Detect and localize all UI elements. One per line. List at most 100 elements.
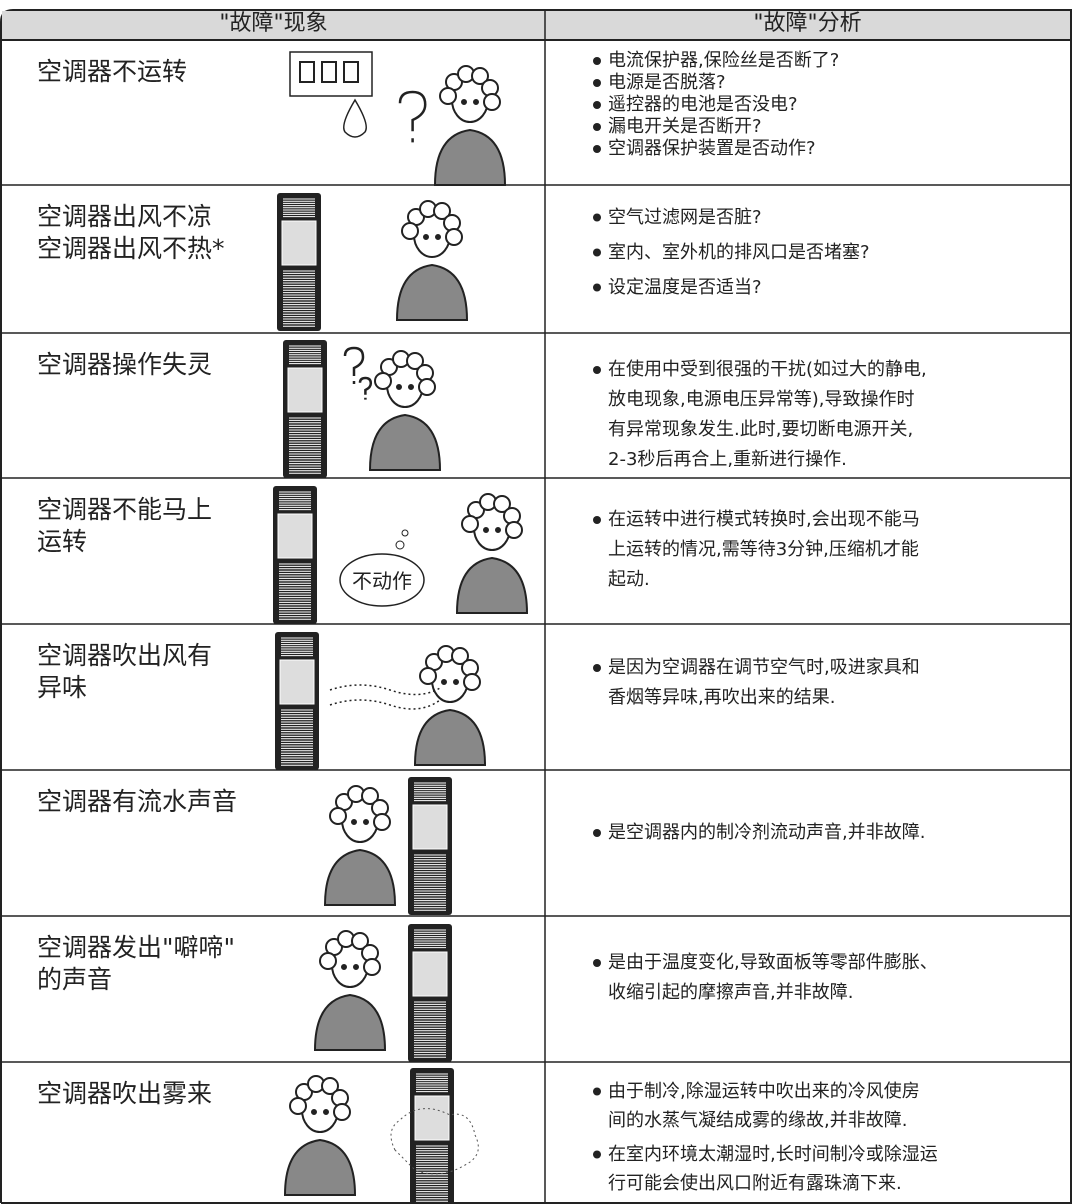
analysis-line: 间的水蒸气凝结成雾的缘故,并非故障. [608,1110,908,1131]
mist [390,1108,479,1175]
curl [363,958,381,976]
person [323,785,397,906]
unit-panel [412,951,448,997]
person [413,645,487,766]
curl [439,87,457,105]
analysis-line: 是由于温度变化,导致面板等零部件膨胀、 [608,952,938,973]
indoor-unit [408,924,452,1062]
analysis-line: 电流保护器,保险丝是否断了? [608,50,840,71]
eye [341,964,347,970]
symptom-line: 空调器操作失灵 [37,350,213,379]
body [433,128,507,186]
curl [373,813,391,831]
analysis-line: 有异常现象发生.此时,要切断电源开关, [608,419,914,440]
bubble [339,553,425,607]
symptom-line: 运转 [37,527,88,556]
indoor-unit [408,777,452,915]
header-text: "故障"现象 [219,11,328,36]
analysis-line: 设定温度是否适当? [608,277,762,298]
curl [471,67,489,85]
curl [351,932,369,950]
analysis-line: 上运转的情况,需等待3分钟,压缩机才能 [608,539,919,560]
curl [333,1103,351,1121]
bullet [593,516,601,524]
analysis-line: 在室内环境太潮湿时,长时间制冷或除湿运 [608,1144,938,1165]
body [395,263,469,321]
question-mark [343,346,365,384]
analysis-line: 漏电开关是否断开? [608,116,762,137]
person [368,350,442,471]
header-bg [2,11,1070,40]
analysis-line: 电源是否脱落? [608,72,726,93]
question-mark [358,376,373,400]
unit-panel [279,659,315,705]
curl [418,378,436,396]
indoor-unit [283,340,327,478]
person [455,493,529,614]
analysis-line: 在使用中受到很强的干扰(如过大的静电, [608,359,927,380]
curl [505,521,523,539]
symptom-line: 空调器有流水声音 [37,787,238,816]
curl [463,673,481,691]
table-border [0,9,1072,1204]
bullet [593,213,601,222]
unit-panel [277,513,313,559]
bullet [593,101,601,109]
analysis-line: 空调器保护装置是否动作? [608,138,816,159]
curl [406,352,424,370]
drop [343,98,367,138]
curl [445,228,463,246]
analysis-line: 在运转中进行模式转换时,会出现不能马 [608,509,920,530]
odor [329,684,441,710]
display-digit [299,61,315,83]
symptom-line: 空调器出风不热* [37,234,225,263]
display-digit [343,61,359,83]
analysis-line: 收缩引起的摩擦声音,并非故障. [608,982,854,1003]
analysis-line: 香烟等异味,再吹出来的结果. [608,687,836,708]
curl [401,222,419,240]
bubble-text: 不动作 [352,569,412,593]
symptom-line: 空调器不运转 [37,57,188,86]
eye [461,99,467,105]
eye [363,819,369,825]
person [283,1075,357,1196]
analysis-line: 空气过滤网是否脏? [608,207,762,228]
eye [483,527,489,533]
eye [495,527,501,533]
display [289,51,373,97]
unit-panel [281,220,317,266]
curl [321,1077,339,1095]
analysis-line: 遥控器的电池是否没电? [608,94,798,115]
symptom-line: 空调器不能马上 [37,495,213,524]
bullet [593,57,601,65]
eye [396,384,402,390]
curl [361,787,379,805]
symptom-line: 空调器发出"噼啼" [37,933,235,962]
curl [451,647,469,665]
curl [433,202,451,220]
bullet [593,959,601,967]
body [455,556,529,614]
body [368,413,442,471]
bullet [593,283,601,292]
indoor-unit [277,193,321,331]
curl [329,807,347,825]
eye [353,964,359,970]
person [433,65,507,186]
analysis-line: 放电现象,电源电压异常等),导致操作时 [608,389,915,410]
person [313,930,387,1051]
eye [423,234,429,240]
eye [351,819,357,825]
indoor-unit [410,1068,454,1204]
bullet [593,145,601,153]
bullet [593,664,601,672]
analysis-line: 2-3秒后再合上,重新进行操作. [608,449,847,470]
eye [311,1109,317,1115]
curl [374,372,392,390]
eye [408,384,414,390]
symptom-line: 的声音 [37,965,113,994]
bullet [593,123,601,131]
eye [441,679,447,685]
